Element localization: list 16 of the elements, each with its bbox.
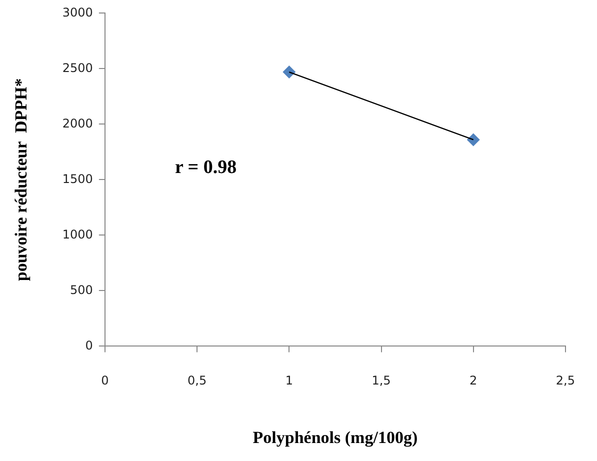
x-tick-label: 0,5 [187,374,207,388]
y-tick-label: 0 [85,338,93,352]
x-tick-label: 1 [285,374,293,388]
x-tick-label: 2,5 [556,374,576,388]
annotation: r = 0.98 [174,156,237,178]
y-tick-label: 3000 [62,5,93,20]
y-axis-title: pouvoire réducteur DPPH* [12,78,31,282]
x-axis-title: Polyphénols (mg/100g) [252,428,418,448]
y-tick-label: 1500 [62,172,93,186]
y-tick-label: 1000 [62,227,93,242]
x-tick-label: 2 [470,374,478,388]
x-tick-label: 1,5 [372,374,391,388]
y-tick-label: 2000 [62,116,93,130]
y-tick-label: 2500 [62,60,93,75]
x-tick-label: 0 [101,374,109,388]
y-tick-label: 500 [70,282,93,297]
